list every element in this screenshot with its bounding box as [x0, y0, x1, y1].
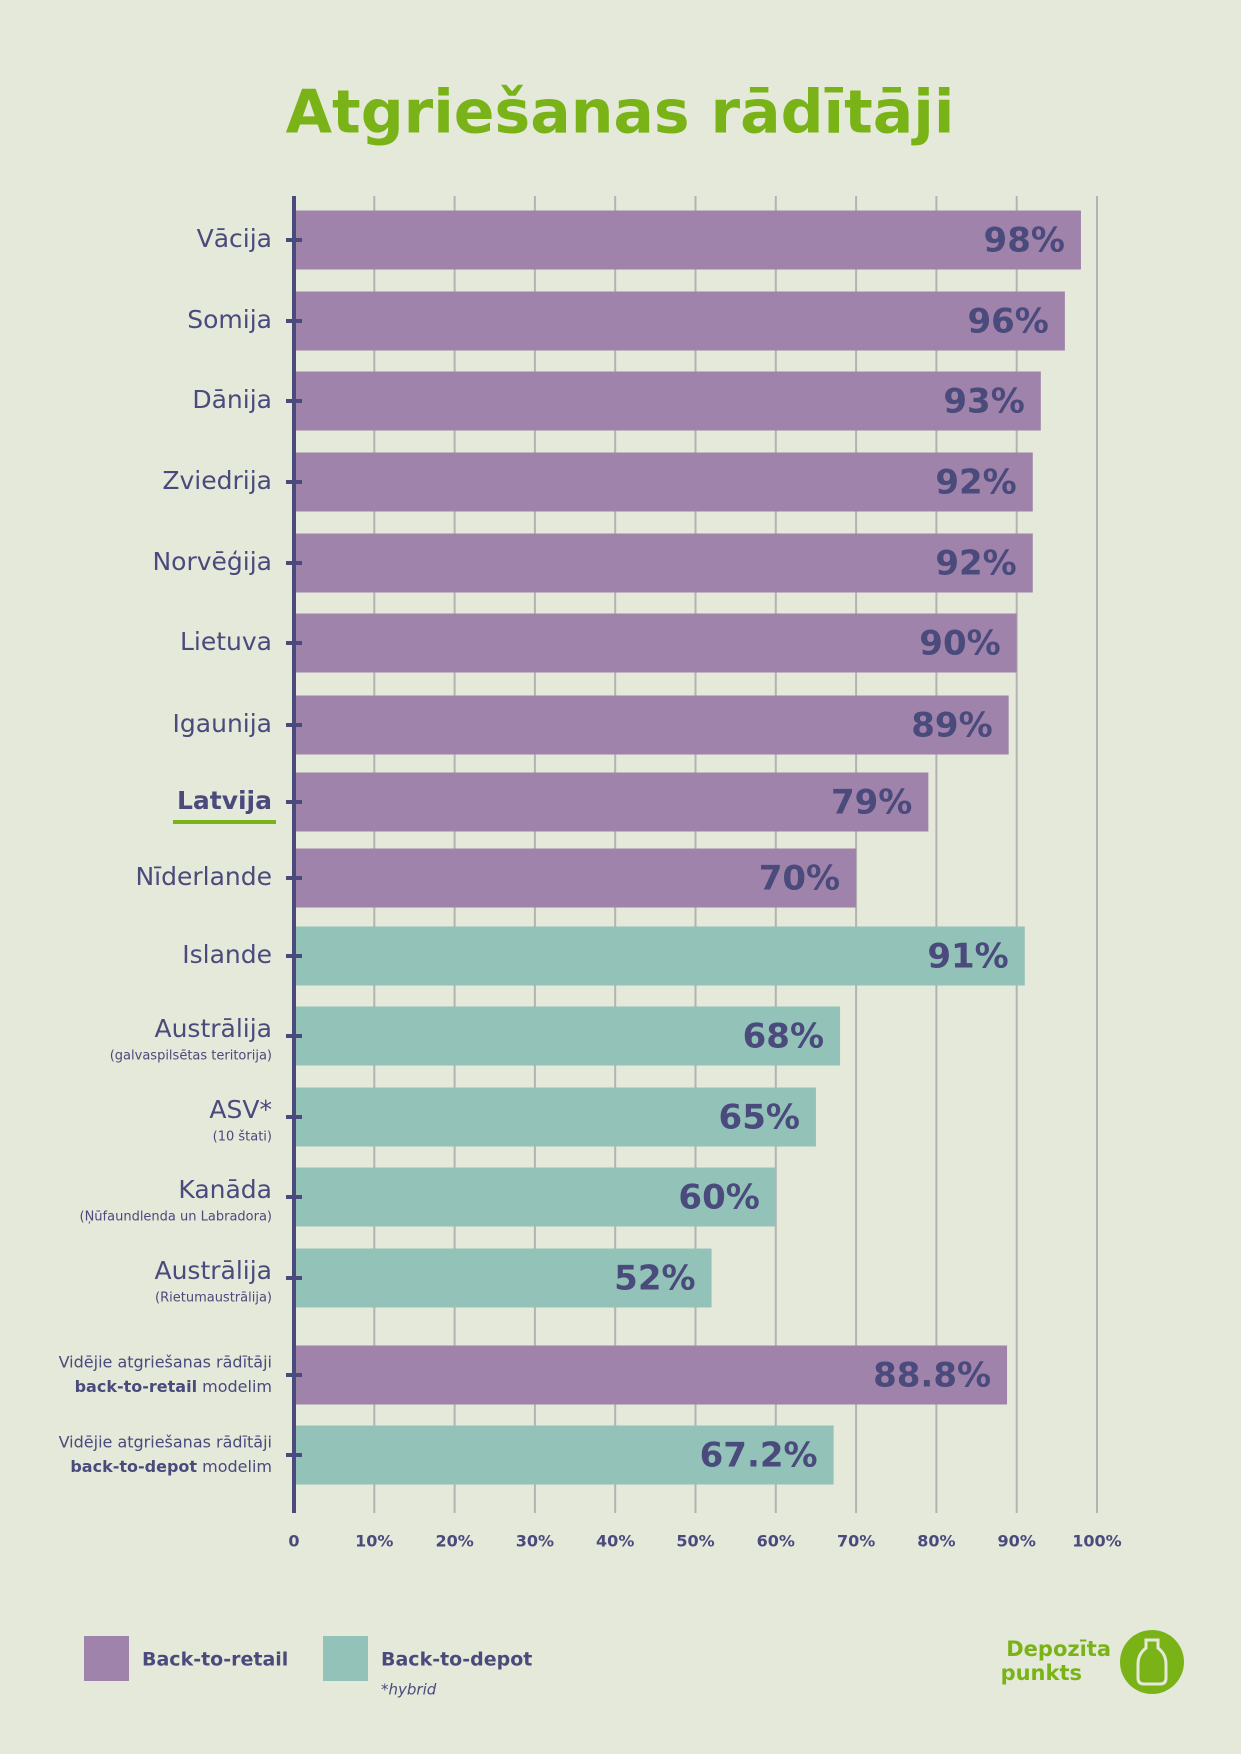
bar [294, 926, 1025, 986]
value-label: 68% [743, 1017, 824, 1057]
x-tick-label: 60% [757, 1532, 795, 1551]
category-label: ASV* [209, 1095, 272, 1124]
x-tick-label: 80% [917, 1532, 955, 1551]
x-tick-label: 0 [288, 1532, 299, 1551]
value-label: 92% [935, 463, 1016, 503]
logo-text: punkts [1001, 1661, 1082, 1685]
category-label: Vācija [197, 224, 272, 253]
logo-text: Depozīta [1006, 1637, 1111, 1661]
category-note: back-to-depot modelim [70, 1457, 272, 1476]
logo-circle [1120, 1630, 1184, 1694]
bar [294, 848, 857, 908]
value-label: 60% [678, 1178, 759, 1218]
bar [294, 533, 1033, 593]
value-label: 88.8% [873, 1356, 991, 1396]
category-label: Nīderlande [135, 862, 272, 891]
category-note-bold: back-to-retail [75, 1377, 197, 1396]
category-label: Lietuva [180, 627, 272, 656]
legend-note: *hybrid [381, 1681, 437, 1699]
legend-swatch [84, 1636, 129, 1681]
category-label: Vidējie atgriešanas rādītāji [59, 1433, 272, 1452]
bar [294, 1087, 816, 1147]
bar [294, 772, 929, 832]
value-label: 93% [943, 382, 1024, 422]
x-tick-label: 100% [1072, 1532, 1121, 1551]
bar [294, 1345, 1008, 1405]
value-label: 89% [911, 706, 992, 746]
bar [294, 1167, 776, 1227]
value-label: 91% [927, 937, 1008, 977]
value-label: 96% [967, 302, 1048, 342]
chart-title: Atgriešanas rādītāji [286, 78, 955, 148]
bar [294, 291, 1065, 351]
category-note: (10 štati) [213, 1130, 272, 1145]
legend-label: Back-to-retail [142, 1649, 288, 1671]
category-note: (Ņūfaundlenda un Labradora) [80, 1210, 272, 1225]
category-label: Kanāda [178, 1175, 272, 1204]
category-label: Austrālija [154, 1256, 272, 1285]
category-label: Vidējie atgriešanas rādītāji [59, 1353, 272, 1372]
value-label: 65% [719, 1098, 800, 1138]
category-label: Somija [187, 305, 272, 334]
category-label: Austrālija [154, 1014, 272, 1043]
category-note-text: modelim [202, 1457, 272, 1476]
value-label: 90% [919, 624, 1000, 664]
x-tick-label: 90% [998, 1532, 1036, 1551]
bar [294, 1006, 841, 1066]
category-label: Dānija [192, 385, 272, 414]
bar [294, 695, 1009, 755]
bar [294, 613, 1017, 673]
value-label: 92% [935, 544, 1016, 584]
bar [294, 210, 1081, 270]
legend-label: Back-to-depot [381, 1649, 532, 1671]
category-note: (galvaspilsētas teritorija) [110, 1049, 272, 1064]
value-label: 98% [984, 221, 1065, 261]
category-label: Islande [182, 940, 272, 969]
x-tick-label: 50% [676, 1532, 714, 1551]
category-label: Zviedrija [162, 466, 272, 495]
x-tick-label: 70% [837, 1532, 875, 1551]
legend-swatch [323, 1636, 368, 1681]
category-label: Igaunija [173, 709, 272, 738]
x-tick-label: 40% [596, 1532, 634, 1551]
bar [294, 452, 1033, 512]
x-tick-label: 10% [355, 1532, 393, 1551]
logo-bottle [1136, 1638, 1168, 1686]
value-label: 70% [759, 859, 840, 899]
x-tick-label: 30% [516, 1532, 554, 1551]
bar [294, 1425, 834, 1485]
bar [294, 371, 1041, 431]
category-label: Latvija [177, 786, 272, 815]
category-note-text: modelim [202, 1377, 272, 1396]
category-note: (Rietumaustrālija) [155, 1291, 272, 1306]
value-label: 52% [614, 1259, 695, 1299]
category-label: Norvēģija [152, 547, 272, 576]
x-tick-label: 20% [435, 1532, 473, 1551]
value-label: 67.2% [700, 1436, 818, 1476]
value-label: 79% [831, 783, 912, 823]
category-note: back-to-retail modelim [75, 1377, 272, 1396]
bar [294, 1248, 712, 1308]
category-note-bold: back-to-depot [70, 1457, 197, 1476]
